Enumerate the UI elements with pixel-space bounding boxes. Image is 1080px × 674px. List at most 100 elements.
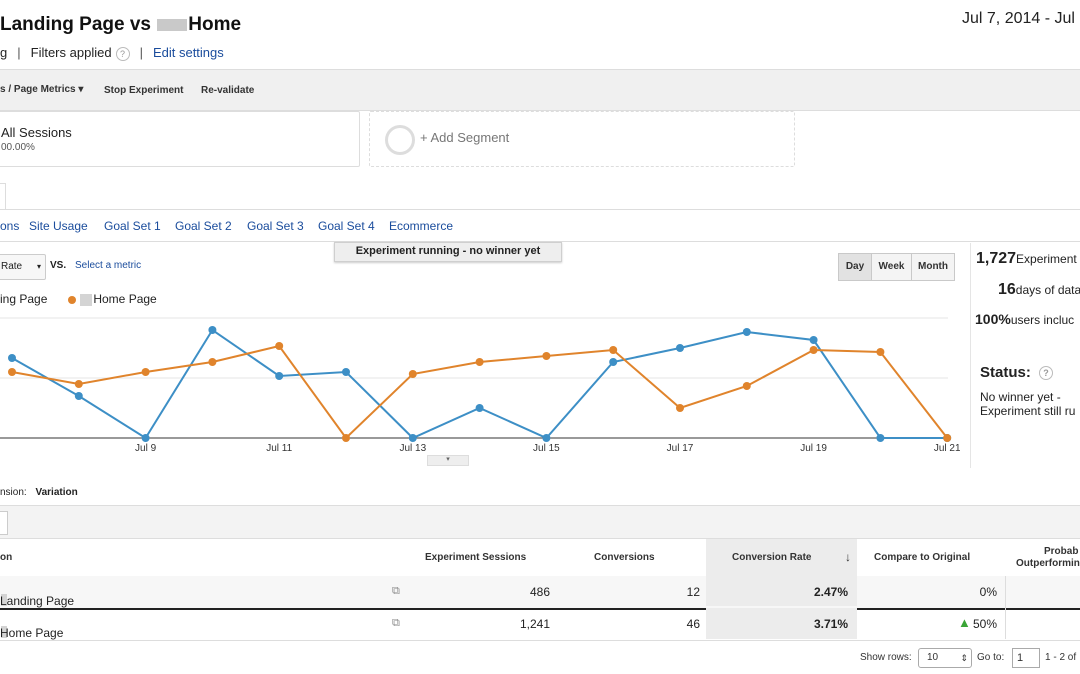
col-experiment-sessions[interactable]: Experiment Sessions	[425, 552, 527, 563]
days-stat: 16days of data	[998, 281, 1080, 298]
data-point[interactable]	[342, 434, 350, 442]
data-point[interactable]	[141, 368, 150, 376]
data-point[interactable]	[74, 392, 83, 400]
open-page-icon[interactable]: ⧉	[392, 585, 400, 597]
data-point[interactable]	[208, 326, 217, 334]
data-point[interactable]	[475, 404, 484, 412]
data-point[interactable]	[676, 404, 684, 412]
granularity-month-button[interactable]: Month	[911, 253, 955, 281]
data-point[interactable]	[74, 380, 83, 388]
data-point[interactable]	[609, 346, 618, 354]
tab-goal-set-2[interactable]: Goal Set 2	[175, 219, 232, 233]
x-tick-label: Jul 15	[533, 443, 560, 454]
row-conversion-rate: 3.71%	[813, 617, 848, 631]
revalidate-button[interactable]: Re-validate	[201, 85, 255, 96]
help-icon[interactable]: ?	[1039, 366, 1054, 381]
col-probability-line2: Outperformin	[1016, 558, 1080, 569]
segment-all-sessions[interactable]: All Sessions 00.00%	[0, 111, 360, 167]
goto-page-input[interactable]: 1	[1012, 648, 1040, 668]
tab-goal-set-4[interactable]: Goal Set 4	[318, 219, 375, 233]
subline-status: g	[0, 45, 8, 60]
divider	[0, 209, 1080, 210]
data-point[interactable]	[342, 368, 350, 376]
granularity-week-button[interactable]: Week	[871, 253, 912, 281]
sessions-stat: 1,727Experiment	[976, 250, 1077, 267]
divider	[0, 241, 1080, 242]
data-point[interactable]	[742, 382, 751, 390]
x-tick-label: Jul 13	[399, 443, 426, 454]
table-row: Landing Page ⧉ 486 12 2.47% 0%	[0, 576, 1080, 610]
data-point[interactable]	[141, 434, 150, 442]
tab-goal-set-3[interactable]: Goal Set 3	[247, 219, 304, 233]
experiment-title: Landing Page vs Home	[0, 14, 241, 36]
select-metric-link[interactable]: Select a metric	[75, 260, 142, 271]
sort-desc-icon[interactable]: ↓	[845, 550, 851, 564]
rate-cell-bg	[706, 608, 857, 639]
tab-goal-set-1[interactable]: Goal Set 1	[104, 219, 161, 233]
col-variation[interactable]: on	[0, 552, 13, 563]
data-point[interactable]	[8, 354, 16, 362]
title-part-1: Landing Page vs	[0, 14, 151, 35]
divider	[970, 243, 971, 468]
experiment-status-banner: Experiment running - no winner yet	[334, 242, 562, 262]
col-probability-line1: Probab	[1044, 546, 1079, 557]
help-icon[interactable]: ?	[115, 46, 130, 61]
table-toolbar	[0, 505, 1080, 539]
col-conversion-rate-bg	[706, 539, 857, 576]
date-range-picker[interactable]: Jul 7, 2014 - Jul	[962, 10, 1075, 27]
data-point[interactable]	[8, 368, 16, 376]
col-compare-original[interactable]: Compare to Original	[874, 552, 971, 563]
data-point[interactable]	[676, 344, 684, 352]
status-line-2: Experiment still ru	[980, 404, 1076, 418]
data-point[interactable]	[408, 370, 417, 378]
data-point[interactable]	[742, 328, 751, 336]
data-point[interactable]	[542, 434, 551, 442]
data-point[interactable]	[943, 434, 952, 442]
data-point[interactable]	[876, 348, 885, 356]
data-point[interactable]	[408, 434, 417, 442]
edit-settings-link[interactable]: Edit settings	[152, 45, 224, 60]
row-conversion-rate: 2.47%	[813, 585, 848, 599]
col-conversions[interactable]: Conversions	[594, 552, 655, 563]
granularity-day-button[interactable]: Day	[838, 253, 872, 281]
segment-percent: 00.00%	[1, 142, 35, 153]
series-line-1	[11, 328, 948, 440]
dimension-variation[interactable]: Variation	[35, 487, 78, 498]
tab-site-usage[interactable]: Site Usage	[29, 219, 88, 233]
action-toolbar: s / Page Metrics ▾ Stop Experiment Re-va…	[0, 69, 1080, 111]
stop-experiment-button[interactable]: Stop Experiment	[104, 85, 184, 96]
table-header: on Experiment Sessions Conversions Conve…	[0, 538, 1080, 577]
row-compare: 50%	[972, 617, 997, 631]
data-point[interactable]	[809, 336, 818, 344]
tab-ecommerce[interactable]: Ecommerce	[389, 219, 454, 233]
page-metrics-menu[interactable]: s / Page Metrics ▾	[0, 84, 84, 95]
goto-label: Go to:	[977, 652, 1005, 663]
data-point[interactable]	[475, 358, 484, 366]
data-point[interactable]	[809, 346, 818, 354]
x-tick-label: Jul 19	[800, 443, 827, 454]
chart-expand-handle[interactable]: ▾	[427, 455, 469, 466]
add-segment-box[interactable]: + Add Segment	[369, 111, 795, 167]
open-page-icon[interactable]: ⧉	[392, 617, 400, 629]
col-conversion-rate[interactable]: Conversion Rate	[732, 552, 812, 563]
data-point[interactable]	[275, 342, 284, 350]
segment-name: All Sessions	[1, 125, 72, 140]
rows-per-page-select[interactable]: 10 ⇕	[918, 648, 972, 668]
redacted-block	[157, 18, 188, 31]
data-point[interactable]	[876, 434, 885, 442]
filters-applied: Filters applied	[30, 45, 112, 60]
users-stat: 100%users incluc	[975, 311, 1075, 327]
x-tick-label: Jul 9	[135, 443, 157, 454]
title-part-2: Home	[188, 14, 242, 35]
data-point[interactable]	[542, 352, 551, 360]
tab-conversions[interactable]: ons	[0, 219, 20, 233]
data-point[interactable]	[609, 358, 618, 366]
legend-series-2: Home Page	[68, 292, 157, 306]
add-segment-label: + Add Segment	[420, 130, 510, 145]
x-tick-label: Jul 17	[667, 443, 694, 454]
data-point[interactable]	[275, 372, 284, 380]
plot-rows-button[interactable]	[0, 511, 8, 535]
explorer-tab[interactable]	[0, 183, 6, 210]
data-point[interactable]	[208, 358, 217, 366]
metric-select[interactable]: Rate ▾	[0, 254, 46, 280]
